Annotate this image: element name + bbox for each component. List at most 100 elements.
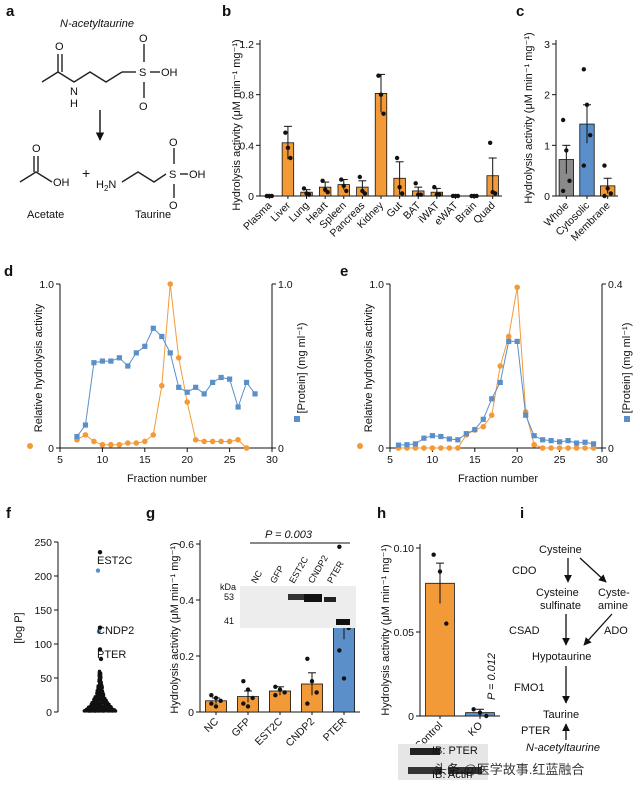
- taurine-structure: [121, 148, 188, 198]
- data-point: [305, 701, 310, 706]
- panel-h-letter: h: [377, 505, 386, 522]
- y-tick-label: 1: [544, 140, 550, 152]
- protein-point: [92, 705, 96, 709]
- point-protein: [210, 379, 216, 385]
- protein-point: [106, 709, 110, 713]
- data-point: [209, 693, 214, 698]
- y-tick-label-right: 0: [608, 443, 614, 455]
- panel-g: g Hydrolysis activity (μM min⁻¹ mg⁻¹) 0 0…: [146, 505, 360, 749]
- data-point: [431, 552, 436, 557]
- point-activity: [531, 441, 537, 448]
- protein-point: [87, 706, 91, 710]
- protein-point: [90, 709, 94, 713]
- node-cysteine: Cysteine: [539, 544, 582, 556]
- panel-b: b Hydrolysis activity (μM min⁻¹ mg⁻¹) 0 0…: [222, 3, 502, 239]
- x-tick-label: GFP: [229, 716, 253, 740]
- point-protein: [531, 433, 537, 439]
- point-protein: [227, 376, 233, 382]
- panel-d-ylabel-left: Relative hydrolysis activity: [33, 303, 45, 432]
- data-point: [581, 67, 587, 72]
- point-protein: [159, 333, 165, 340]
- y-tick-label: 0.6: [179, 539, 194, 551]
- point-activity: [556, 445, 563, 451]
- x-tick-label: 10: [427, 454, 439, 466]
- x-tick-label: PTER: [321, 715, 350, 744]
- point-activity: [116, 441, 123, 448]
- point-activity: [125, 440, 131, 446]
- protein-point: [99, 673, 103, 678]
- point-protein: [150, 325, 156, 331]
- data-point: [584, 102, 590, 108]
- protein-point: [99, 690, 103, 694]
- point-activity: [455, 445, 461, 451]
- data-point: [587, 133, 593, 138]
- protein-point: [98, 702, 102, 707]
- protein-point: [104, 698, 108, 702]
- point-protein: [557, 439, 563, 445]
- point-protein: [176, 384, 182, 390]
- panel-e: e Relative hydrolysis activity [Protein]…: [340, 263, 633, 485]
- ib-actin: IB: Actin: [432, 769, 472, 781]
- atom-oh3: OH: [189, 169, 206, 181]
- blot-h-band-pter: [410, 748, 440, 755]
- point-protein: [472, 426, 478, 433]
- data-point: [444, 621, 449, 626]
- point-activity: [108, 441, 114, 448]
- y-tick-label-left: 0: [48, 443, 54, 455]
- point-protein: [91, 360, 97, 366]
- panel-d-ylabel-right: [Protein] (mg ml⁻¹): [296, 323, 308, 414]
- protein-point: [99, 687, 104, 692]
- point-activity: [158, 382, 165, 389]
- point-protein: [116, 355, 122, 361]
- enzyme-csad: CSAD: [509, 625, 540, 637]
- blot-lane-label: GFP: [268, 564, 286, 585]
- data-point: [273, 693, 278, 698]
- data-point: [305, 656, 310, 661]
- point-protein: [438, 433, 444, 440]
- data-point: [376, 73, 381, 78]
- blot-band-cndp2: [324, 597, 336, 602]
- protein-point: [95, 689, 99, 693]
- data-point: [581, 163, 587, 168]
- panel-e-xlabel: Fraction number: [458, 473, 538, 485]
- acetate-label: Acetate: [27, 209, 64, 221]
- panel-g-letter: g: [146, 505, 155, 522]
- data-point: [306, 192, 312, 197]
- protein-point: [100, 696, 105, 700]
- point-protein: [514, 338, 520, 344]
- protein-point: [100, 701, 104, 705]
- data-point: [241, 679, 246, 684]
- y-tick-label-right: 1.0: [278, 279, 293, 291]
- point-protein: [463, 431, 469, 437]
- data-point: [288, 155, 293, 161]
- legend-protein-marker: [294, 416, 300, 422]
- point-activity: [82, 432, 89, 438]
- point-activity: [243, 445, 250, 451]
- point-activity: [539, 445, 546, 451]
- protein-point: [105, 704, 109, 709]
- node-n-acetyltaurine: N-acetyltaurine: [526, 742, 600, 754]
- point-activity: [175, 355, 182, 361]
- protein-point: [96, 708, 100, 713]
- point-protein: [74, 433, 80, 440]
- data-point: [397, 184, 402, 190]
- atom-oh2: OH: [53, 177, 70, 189]
- atom-o5: O: [169, 137, 178, 149]
- x-tick-label: Gut: [384, 200, 405, 221]
- point-protein: [252, 391, 258, 397]
- x-tick-label: 10: [97, 454, 109, 466]
- data-point: [378, 92, 384, 97]
- data-point: [314, 690, 319, 695]
- data-point: [282, 690, 287, 695]
- kda-label: kDa: [220, 582, 236, 592]
- protein-point: [93, 709, 97, 713]
- series-line-activity: [398, 287, 594, 449]
- atom-oh1: OH: [161, 67, 178, 79]
- acetate-structure: [19, 156, 53, 183]
- y-tick-label-right: 0.4: [608, 279, 623, 291]
- blot-band-pter: [336, 619, 350, 625]
- point-activity: [184, 399, 190, 405]
- atom-o2: O: [139, 33, 148, 45]
- blot-lane-label: PTER: [325, 559, 346, 585]
